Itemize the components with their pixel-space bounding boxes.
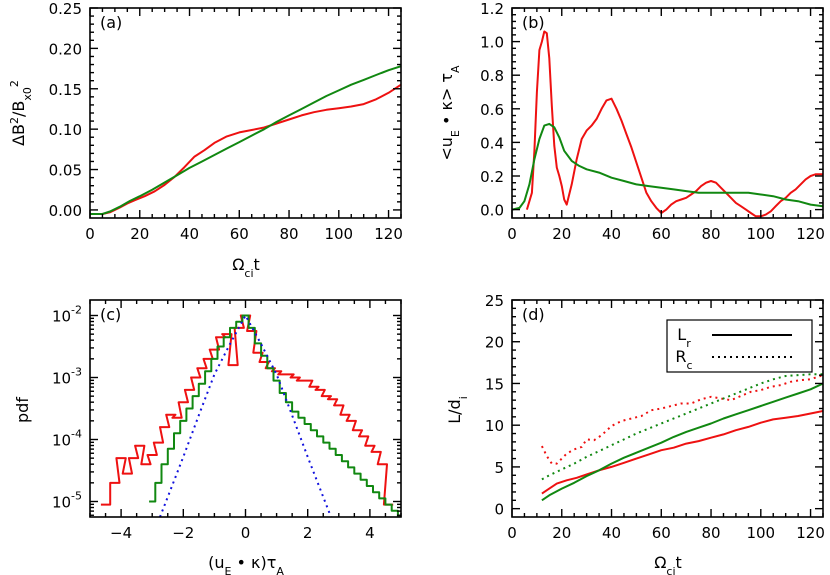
- y-tick-label: 20: [485, 334, 504, 352]
- y-tick-label: 0.2: [480, 168, 504, 186]
- series-red-solid: [541, 410, 823, 495]
- legend-label-lr: Lr: [677, 325, 691, 350]
- y-tick-label: 0.20: [49, 40, 82, 58]
- x-tick-label: 20: [552, 225, 571, 243]
- y-tick-label: 1.0: [480, 34, 504, 52]
- x-tick-label: 40: [180, 225, 199, 243]
- panel-1: 0 20 40 60 80 100 120 0.0 0.2 0.4 0.6 0.8 1.0 1.2 (b) <…: [437, 0, 825, 243]
- panel-0: 0 20 40 60 80 100 120 0.00 0.05 0.10 0.15 0.20 0.25 (…: [8, 0, 403, 280]
- y-tick-label: 10-4: [52, 428, 82, 450]
- y-axis-label: L/di: [445, 396, 470, 424]
- x-tick-label: 0: [507, 225, 517, 243]
- x-tick-label: 60: [652, 524, 671, 542]
- series-red-solid: [525, 30, 823, 218]
- y-tick-label: 0.25: [49, 0, 82, 18]
- y-axis-label: <uE • κ> τA: [437, 65, 462, 161]
- y-tick-label: 10-2: [52, 304, 82, 326]
- panel-label: (d): [522, 305, 545, 324]
- y-tick-label: 25: [485, 292, 504, 310]
- x-tick-label: 0: [507, 524, 517, 542]
- x-tick-label: 60: [230, 225, 249, 243]
- x-tick-label: 4: [365, 524, 375, 542]
- x-tick-label: 100: [746, 225, 775, 243]
- y-axis-label: ΔB2/Bx02: [8, 80, 34, 146]
- x-tick-label: 120: [796, 225, 825, 243]
- y-tick-label: 0: [494, 501, 504, 519]
- series-green-solid: [90, 65, 401, 215]
- plot-frame: [511, 7, 824, 219]
- series-green-solid: [541, 382, 823, 502]
- y-tick-label: 0.05: [49, 162, 82, 180]
- x-tick-label: 80: [701, 524, 720, 542]
- series-red-dotted: [541, 374, 823, 465]
- y-tick-label: 10: [485, 417, 504, 435]
- y-axis-label: pdf: [13, 397, 32, 423]
- x-tick-label: 20: [552, 524, 571, 542]
- panel-label: (c): [100, 305, 121, 324]
- y-tick-label: 0.15: [49, 81, 82, 99]
- series-green-steps: [149, 314, 401, 517]
- x-tick-label: 20: [130, 225, 149, 243]
- plot-frame: [89, 7, 402, 219]
- y-tick-label: 0.00: [49, 202, 82, 220]
- legend-label-rc: Rc: [675, 347, 692, 372]
- series-group: [90, 65, 401, 215]
- series-group: [541, 373, 823, 502]
- y-tick-label: 0.4: [480, 134, 504, 152]
- x-tick-label: 60: [652, 225, 671, 243]
- x-tick-label: 120: [374, 225, 403, 243]
- legend-box: [666, 319, 813, 373]
- x-tick-label: 2: [303, 524, 313, 542]
- x-tick-label: 120: [796, 524, 825, 542]
- y-tick-label: 0.8: [480, 67, 504, 85]
- y-tick-label: 15: [485, 375, 504, 393]
- x-axis-label: Ωcit: [654, 553, 682, 575]
- series-red-solid: [90, 83, 401, 215]
- series-group: [512, 30, 823, 218]
- y-tick-label: 0.10: [49, 121, 82, 139]
- x-tick-label: 80: [701, 225, 720, 243]
- series-red-steps: [100, 314, 394, 506]
- y-tick-label: 5: [494, 459, 504, 477]
- panel-label: (b): [522, 13, 545, 32]
- x-tick-label: −2: [172, 524, 194, 542]
- series-green-dotted: [541, 373, 823, 481]
- panel-label: (a): [100, 13, 122, 32]
- plot-frame: [89, 299, 402, 518]
- y-tick-label: 0.0: [480, 202, 504, 220]
- x-axis-label: (uE • κ)τA: [208, 553, 284, 575]
- x-tick-label: 0: [85, 225, 95, 243]
- x-tick-label: 80: [279, 225, 298, 243]
- x-tick-label: 40: [602, 225, 621, 243]
- panel-2: −4 −2 0 2 4 10-5 10-4 10-3 10-2 (c) pdf (uE • κ)τA: [13, 299, 402, 575]
- y-tick-label: 0.6: [480, 101, 504, 119]
- x-axis-label: Ωcit: [232, 255, 260, 280]
- x-tick-label: 100: [746, 524, 775, 542]
- y-tick-label: 1.2: [480, 0, 504, 18]
- series-green-solid: [512, 122, 823, 211]
- x-tick-label: 40: [602, 524, 621, 542]
- x-tick-label: 100: [324, 225, 353, 243]
- y-tick-label: 10-5: [52, 490, 82, 512]
- x-tick-label: 0: [241, 524, 251, 542]
- x-tick-label: −4: [110, 524, 132, 542]
- series-group: [100, 314, 401, 517]
- y-tick-label: 10-3: [52, 366, 82, 388]
